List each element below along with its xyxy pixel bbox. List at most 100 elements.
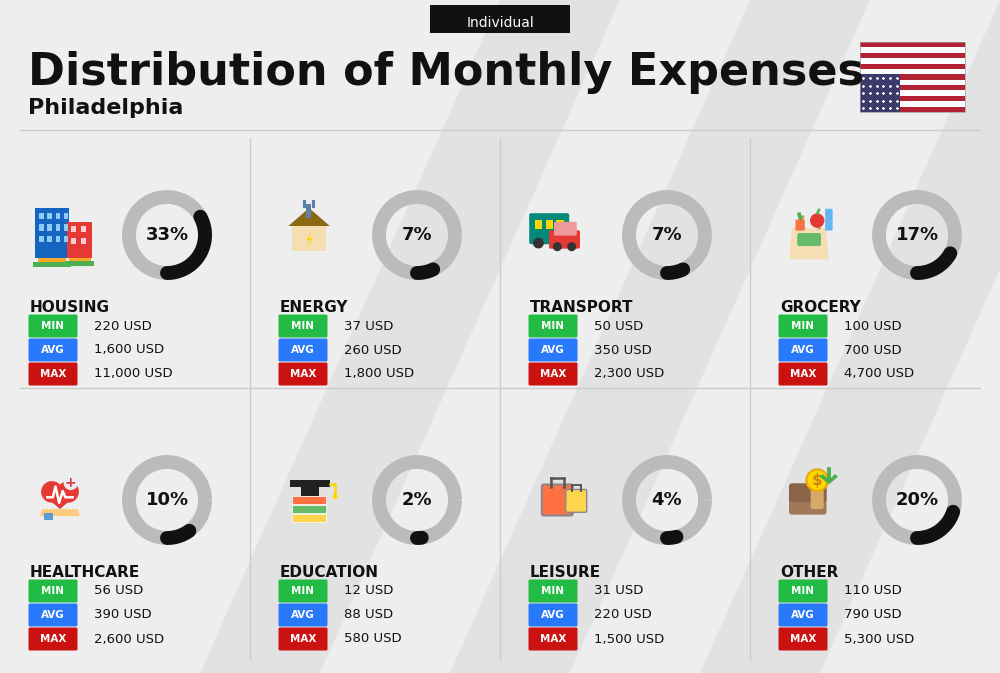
Text: 2,600 USD: 2,600 USD xyxy=(94,633,164,645)
Text: AVG: AVG xyxy=(791,610,815,620)
Text: 1,600 USD: 1,600 USD xyxy=(94,343,164,357)
Text: 10%: 10% xyxy=(145,491,189,509)
FancyBboxPatch shape xyxy=(556,219,564,229)
Circle shape xyxy=(41,481,63,503)
Text: 260 USD: 260 USD xyxy=(344,343,402,357)
Text: ENERGY: ENERGY xyxy=(280,300,349,315)
FancyBboxPatch shape xyxy=(28,339,78,361)
FancyBboxPatch shape xyxy=(860,74,900,112)
FancyBboxPatch shape xyxy=(566,489,587,512)
Circle shape xyxy=(567,242,576,251)
Text: 390 USD: 390 USD xyxy=(94,608,152,621)
FancyBboxPatch shape xyxy=(292,505,326,513)
FancyBboxPatch shape xyxy=(430,5,570,33)
Polygon shape xyxy=(304,229,314,251)
Text: 7%: 7% xyxy=(652,226,682,244)
Text: MIN: MIN xyxy=(292,586,314,596)
FancyBboxPatch shape xyxy=(860,58,965,63)
FancyBboxPatch shape xyxy=(38,258,66,262)
Text: MIN: MIN xyxy=(42,586,64,596)
FancyBboxPatch shape xyxy=(81,226,86,232)
FancyBboxPatch shape xyxy=(529,213,569,244)
FancyBboxPatch shape xyxy=(778,604,828,627)
Text: $: $ xyxy=(812,472,823,488)
Text: 790 USD: 790 USD xyxy=(844,608,902,621)
Text: 5,300 USD: 5,300 USD xyxy=(844,633,914,645)
Text: 17%: 17% xyxy=(895,226,939,244)
Text: 580 USD: 580 USD xyxy=(344,633,402,645)
FancyBboxPatch shape xyxy=(278,363,328,386)
FancyBboxPatch shape xyxy=(528,627,578,651)
FancyBboxPatch shape xyxy=(64,236,68,242)
FancyBboxPatch shape xyxy=(28,363,78,386)
FancyBboxPatch shape xyxy=(860,106,965,112)
Text: 700 USD: 700 USD xyxy=(844,343,902,357)
Text: AVG: AVG xyxy=(541,345,565,355)
Text: 350 USD: 350 USD xyxy=(594,343,652,357)
FancyBboxPatch shape xyxy=(860,96,965,101)
Polygon shape xyxy=(700,0,1000,673)
Text: Philadelphia: Philadelphia xyxy=(28,98,183,118)
FancyBboxPatch shape xyxy=(47,236,52,242)
FancyBboxPatch shape xyxy=(301,487,319,497)
FancyBboxPatch shape xyxy=(546,219,553,229)
FancyBboxPatch shape xyxy=(71,238,76,244)
Text: 50 USD: 50 USD xyxy=(594,320,643,332)
Text: 11,000 USD: 11,000 USD xyxy=(94,367,173,380)
FancyBboxPatch shape xyxy=(554,222,577,236)
Circle shape xyxy=(810,213,824,227)
Circle shape xyxy=(64,476,78,490)
FancyBboxPatch shape xyxy=(64,213,68,219)
FancyBboxPatch shape xyxy=(549,230,580,249)
Polygon shape xyxy=(789,227,829,259)
Text: 220 USD: 220 USD xyxy=(94,320,152,332)
Text: MAX: MAX xyxy=(290,634,316,644)
Text: MIN: MIN xyxy=(542,321,564,331)
Text: 37 USD: 37 USD xyxy=(344,320,393,332)
Text: AVG: AVG xyxy=(541,610,565,620)
Text: MIN: MIN xyxy=(542,586,564,596)
Text: 56 USD: 56 USD xyxy=(94,584,143,598)
FancyBboxPatch shape xyxy=(56,213,60,219)
Circle shape xyxy=(806,469,828,491)
Text: 88 USD: 88 USD xyxy=(344,608,393,621)
FancyBboxPatch shape xyxy=(778,363,828,386)
FancyBboxPatch shape xyxy=(860,101,965,106)
FancyBboxPatch shape xyxy=(860,63,965,69)
Text: AVG: AVG xyxy=(291,610,315,620)
Text: 110 USD: 110 USD xyxy=(844,584,902,598)
Polygon shape xyxy=(288,208,330,226)
Text: 33%: 33% xyxy=(145,226,189,244)
Text: 1,800 USD: 1,800 USD xyxy=(344,367,414,380)
Circle shape xyxy=(332,494,338,499)
FancyBboxPatch shape xyxy=(860,74,965,79)
Text: TRANSPORT: TRANSPORT xyxy=(530,300,634,315)
Text: 2,300 USD: 2,300 USD xyxy=(594,367,664,380)
Text: LEISURE: LEISURE xyxy=(530,565,601,580)
Text: AVG: AVG xyxy=(291,345,315,355)
FancyBboxPatch shape xyxy=(71,226,76,232)
FancyBboxPatch shape xyxy=(278,604,328,627)
Circle shape xyxy=(57,481,79,503)
Text: Individual: Individual xyxy=(466,16,534,30)
FancyBboxPatch shape xyxy=(778,339,828,361)
FancyBboxPatch shape xyxy=(278,314,328,337)
Polygon shape xyxy=(450,0,870,673)
Text: 7%: 7% xyxy=(402,226,432,244)
Text: +: + xyxy=(65,476,77,490)
FancyBboxPatch shape xyxy=(528,604,578,627)
Text: MAX: MAX xyxy=(290,369,316,379)
Text: MAX: MAX xyxy=(540,634,566,644)
Text: MAX: MAX xyxy=(540,369,566,379)
FancyBboxPatch shape xyxy=(796,219,805,231)
FancyBboxPatch shape xyxy=(778,579,828,602)
Text: 4%: 4% xyxy=(652,491,682,509)
Text: 220 USD: 220 USD xyxy=(594,608,652,621)
Text: 2%: 2% xyxy=(402,491,432,509)
FancyBboxPatch shape xyxy=(56,224,60,230)
Text: 31 USD: 31 USD xyxy=(594,584,643,598)
FancyBboxPatch shape xyxy=(64,224,68,230)
FancyBboxPatch shape xyxy=(778,314,828,337)
FancyBboxPatch shape xyxy=(28,604,78,627)
Polygon shape xyxy=(42,494,78,509)
